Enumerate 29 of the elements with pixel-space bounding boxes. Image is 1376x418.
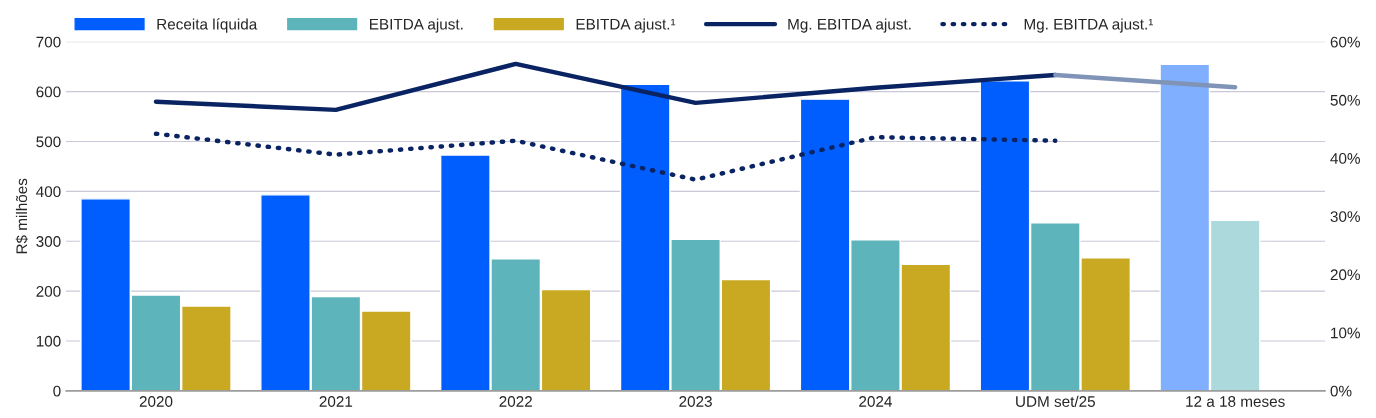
legend-label: EBITDA ajust.¹ [576, 18, 676, 33]
legend-label: Mg. EBITDA ajust. [788, 18, 911, 33]
line-series [153, 131, 1058, 182]
y-tick-label: 600 [36, 86, 61, 98]
legend-label: Receita líquida [157, 18, 258, 33]
y-tick-label: 200 [36, 285, 61, 297]
x-tick-label: 12 a 18 meses [1186, 396, 1285, 407]
x-tick-label: 2024 [859, 396, 892, 407]
y2-tick-label: 60% [1330, 36, 1360, 48]
x-tick-label: UDM set/25 [1016, 395, 1095, 407]
x-tick-label: 2020 [139, 396, 173, 407]
y-axis-title: R$ milhões [15, 178, 29, 254]
legend-label: Mg. EBITDA ajust.¹ [1024, 18, 1154, 33]
y2-tick-label: 50% [1330, 94, 1360, 106]
x-tick-label: 2022 [499, 396, 532, 407]
y-tick-label: 700 [36, 36, 61, 48]
y-tick-label: 500 [36, 136, 61, 148]
y-tick-label: 100 [36, 335, 61, 347]
y-tick-label: 400 [36, 186, 61, 198]
legend-label: EBITDA ajust. [370, 18, 463, 33]
y2-tick-label: 40% [1330, 153, 1360, 164]
x-tick-label: 2023 [679, 396, 712, 407]
y-tick-label: 300 [36, 236, 61, 247]
x-tick-label: 2021 [319, 396, 353, 407]
y2-tick-label: 20% [1330, 269, 1360, 281]
y-tick-label: 0 [53, 385, 61, 397]
y2-tick-label: 30% [1330, 211, 1360, 222]
y2-tick-label: 0% [1330, 385, 1352, 397]
y2-tick-label: 10% [1331, 327, 1360, 339]
